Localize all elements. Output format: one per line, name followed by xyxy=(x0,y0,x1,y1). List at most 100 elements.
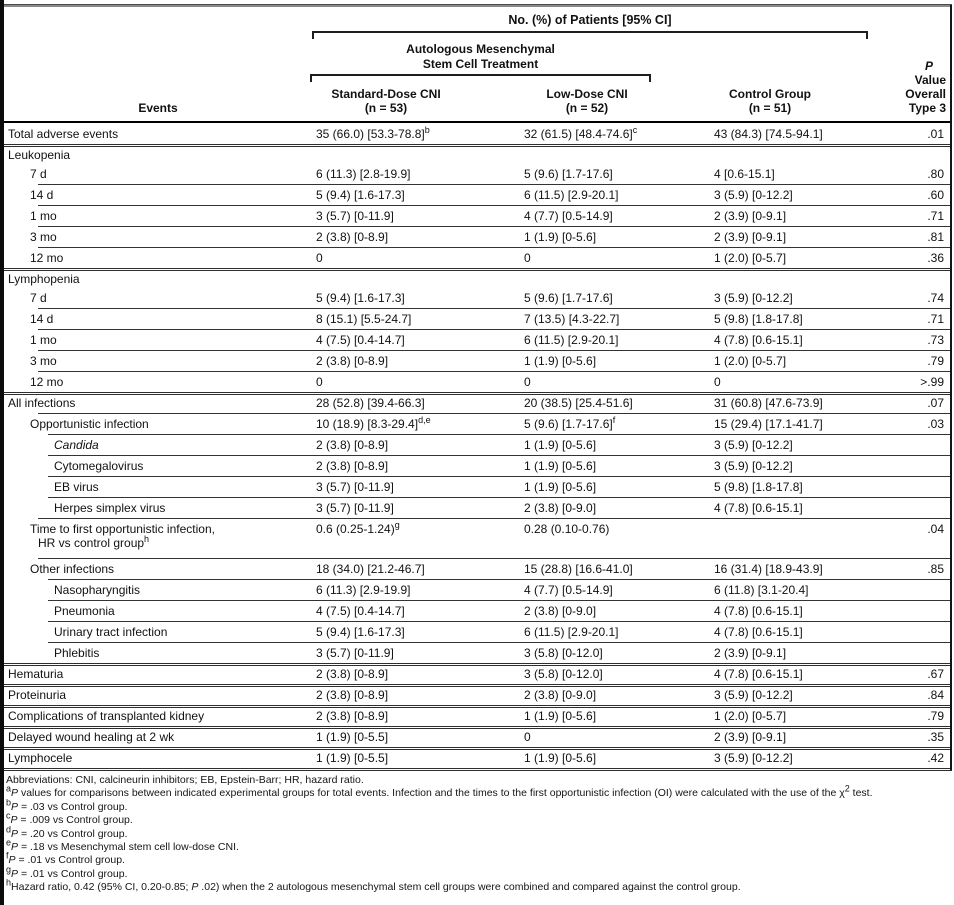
control-group-value: 4 (7.8) [0.6-15.1] xyxy=(714,625,803,639)
event-label: 12 mo xyxy=(30,375,64,389)
footnote-line: dP = .20 vs Control group. xyxy=(6,824,128,840)
table-row: Phlebitis 3 (5.7) [0-11.9] 3 (5.8) [0-12.0… xyxy=(4,642,952,663)
standard-dose-cni-value: 10 (18.9) [8.3-29.4]d,e xyxy=(316,415,431,432)
standard-dose-cni-value: 5 (9.4) [1.6-17.3] xyxy=(316,625,405,639)
low-dose-cni-value: 32 (61.5) [48.4-74.6]c xyxy=(524,125,638,142)
standard-dose-cni-value: 0.6 (0.25-1.24)g xyxy=(316,520,400,537)
standard-dose-cni-value: 0 xyxy=(316,375,323,389)
control-group-value: 1 (2.0) [0-5.7] xyxy=(714,354,787,368)
control-group-value: 3 (5.9) [0-12.2] xyxy=(714,291,793,305)
event-label: EB virus xyxy=(54,480,99,494)
table-row: 12 mo 0 0 1 (2.0) [0-5.7] .36 xyxy=(4,247,952,268)
footnote-line: Abbreviations: CNI, calcineurin inhibito… xyxy=(6,774,364,786)
table-row: Total adverse events 35 (66.0) [53.3-78.8… xyxy=(4,123,952,144)
standard-dose-cni-value: 8 (15.1) [5.5-24.7] xyxy=(316,312,412,326)
header-bottom-rule xyxy=(4,121,952,123)
control-group-value: 31 (60.8) [47.6-73.9] xyxy=(714,396,823,410)
p-value: .67 xyxy=(927,667,944,681)
low-dose-cni-value: 1 (1.9) [0-5.6] xyxy=(524,438,597,452)
standard-dose-cni-value: 2 (3.8) [0-8.9] xyxy=(316,709,389,723)
event-label: Time to first opportunistic infection, HR… xyxy=(30,522,215,550)
table-row: Other infections 18 (34.0) [21.2-46.7] 15 … xyxy=(4,558,952,579)
control-group-value xyxy=(710,268,880,272)
column-header-p-value: P Value Overall Type 3 xyxy=(905,59,946,115)
column-header-events: Events xyxy=(138,101,178,115)
table-row: Urinary tract infection 5 (9.4) [1.6-17.3… xyxy=(4,621,952,642)
low-dose-cni-value: 1 (1.9) [0-5.6] xyxy=(524,354,597,368)
p-value: .79 xyxy=(927,354,944,368)
p-value xyxy=(880,642,952,646)
low-dose-cni-value: 0.28 (0.10-0.76) xyxy=(524,522,610,536)
event-label: 1 mo xyxy=(30,209,57,223)
standard-dose-cni-value: 6 (11.3) [2.9-19.9] xyxy=(316,583,411,597)
p-value xyxy=(880,434,952,438)
event-label: 3 mo xyxy=(30,230,57,244)
control-group-value: 3 (5.9) [0-12.2] xyxy=(714,751,793,765)
p-value: .42 xyxy=(927,751,944,765)
low-dose-cni-value: 2 (3.8) [0-9.0] xyxy=(524,604,597,618)
low-dose-cni-value: 5 (9.6) [1.7-17.6] xyxy=(524,291,613,305)
low-dose-cni-value: 2 (3.8) [0-9.0] xyxy=(524,501,597,515)
standard-dose-cni-value: 35 (66.0) [53.3-78.8]b xyxy=(316,125,430,142)
standard-dose-cni-value: 28 (52.8) [39.4-66.3] xyxy=(316,396,425,410)
standard-dose-cni-value: 2 (3.8) [0-8.9] xyxy=(316,230,389,244)
footnote-line: hHazard ratio, 0.42 (95% CI, 0.20-0.85; … xyxy=(6,877,741,894)
event-label: Lymphopenia xyxy=(8,272,80,286)
low-dose-cni-value: 1 (1.9) [0-5.6] xyxy=(524,459,597,473)
p-value xyxy=(880,600,952,604)
low-dose-cni-value: 0 xyxy=(524,375,531,389)
p-value xyxy=(880,268,952,272)
event-label: Pneumonia xyxy=(54,604,115,618)
table-right-rule xyxy=(950,5,952,770)
event-label: Other infections xyxy=(30,562,115,576)
footnotes: Abbreviations: CNI, calcineurin inhibito… xyxy=(6,774,950,895)
event-label: Leukopenia xyxy=(8,148,71,162)
p-value: .07 xyxy=(927,396,944,410)
standard-dose-cni-value: 3 (5.7) [0-11.9] xyxy=(316,209,394,223)
low-dose-cni-value: 4 (7.7) [0.5-14.9] xyxy=(524,583,613,597)
spanner-bracket-all-groups xyxy=(312,31,868,39)
column-header-standard-dose-cni: Standard-Dose CNI (n = 53) xyxy=(331,87,441,115)
low-dose-cni-value: 7 (13.5) [4.3-22.7] xyxy=(524,312,620,326)
standard-dose-cni-value: 5 (9.4) [1.6-17.3] xyxy=(316,188,405,202)
event-label: Urinary tract infection xyxy=(54,625,168,639)
section-row: Leukopenia xyxy=(4,144,952,163)
event-label: 7 d xyxy=(30,167,47,181)
control-group-value: 3 (5.9) [0-12.2] xyxy=(714,438,793,452)
low-dose-cni-value: 15 (28.8) [16.6-41.0] xyxy=(524,562,633,576)
event-label: Phlebitis xyxy=(54,646,100,660)
table-header: No. (%) of Patients [95% CI] Autologous … xyxy=(4,0,952,121)
table-row: Hematuria 2 (3.8) [0-8.9] 3 (5.8) [0-12.0]… xyxy=(4,663,952,684)
footnote-line: aP values for comparisons between indica… xyxy=(6,783,873,800)
p-value: .71 xyxy=(927,209,944,223)
table-row: 3 mo 2 (3.8) [0-8.9] 1 (1.9) [0-5.6] 2 (3.9… xyxy=(4,226,952,247)
low-dose-cni-value: 4 (7.7) [0.5-14.9] xyxy=(524,209,613,223)
control-group-value: 16 (31.4) [18.9-43.9] xyxy=(714,562,823,576)
table-row: Complications of transplanted kidney 2 (3… xyxy=(4,705,952,726)
low-dose-cni-value: 1 (1.9) [0-5.6] xyxy=(524,230,597,244)
table-bottom-rule xyxy=(4,768,952,771)
table-row: 12 mo 0 0 0 >.99 xyxy=(4,371,952,392)
event-label: Lymphocele xyxy=(8,751,73,765)
control-group-value: 6 (11.8) [3.1-20.4] xyxy=(714,583,809,597)
control-group-value: 4 [0.6-15.1] xyxy=(714,167,775,181)
p-value xyxy=(880,621,952,625)
standard-dose-cni-value: 3 (5.7) [0-11.9] xyxy=(316,501,394,515)
standard-dose-cni-value: 1 (1.9) [0-5.5] xyxy=(316,751,389,765)
standard-dose-cni-value xyxy=(312,144,520,148)
low-dose-cni-value: 3 (5.8) [0-12.0] xyxy=(524,667,603,681)
table-row: Nasopharyngitis 6 (11.3) [2.9-19.9] 4 (7.7… xyxy=(4,579,952,600)
table-row: Pneumonia 4 (7.5) [0.4-14.7] 2 (3.8) [0-9.… xyxy=(4,600,952,621)
standard-dose-cni-value: 4 (7.5) [0.4-14.7] xyxy=(316,604,405,618)
p-value: .03 xyxy=(927,417,944,431)
event-label: Herpes simplex virus xyxy=(54,501,166,515)
spanner-bracket-msc-groups xyxy=(310,74,651,82)
event-label: 14 d xyxy=(30,188,54,202)
control-group-value: 2 (3.9) [0-9.1] xyxy=(714,230,787,244)
adverse-events-table: No. (%) of Patients [95% CI] Autologous … xyxy=(4,0,952,905)
table-row: 1 mo 3 (5.7) [0-11.9] 4 (7.7) [0.5-14.9] 2 … xyxy=(4,205,952,226)
p-value: .01 xyxy=(927,127,944,141)
p-value: .79 xyxy=(927,709,944,723)
p-value: .60 xyxy=(927,188,944,202)
low-dose-cni-value: 3 (5.8) [0-12.0] xyxy=(524,646,603,660)
